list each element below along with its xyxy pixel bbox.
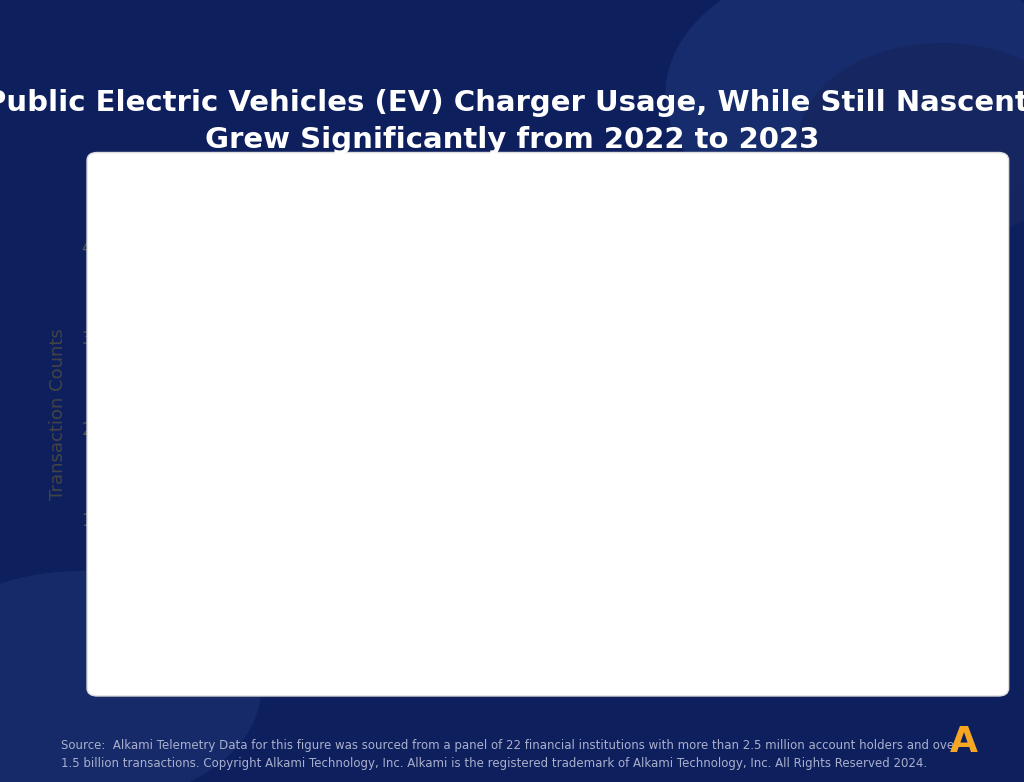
- Text: Source:  Alkami Telemetry Data for this figure was sourced from a panel of 22 fi: Source: Alkami Telemetry Data for this f…: [61, 739, 959, 770]
- Text: 2022: 2022: [147, 666, 193, 684]
- Text: 2023: 2023: [487, 666, 534, 684]
- Text: Public Electric Vehicles (EV) Charger Usage, While Still Nascent,
Grew Significa: Public Electric Vehicles (EV) Charger Us…: [0, 89, 1024, 153]
- Text: A: A: [950, 725, 978, 759]
- Y-axis label: Transaction Counts: Transaction Counts: [49, 328, 68, 500]
- Text: +110%: +110%: [629, 289, 721, 313]
